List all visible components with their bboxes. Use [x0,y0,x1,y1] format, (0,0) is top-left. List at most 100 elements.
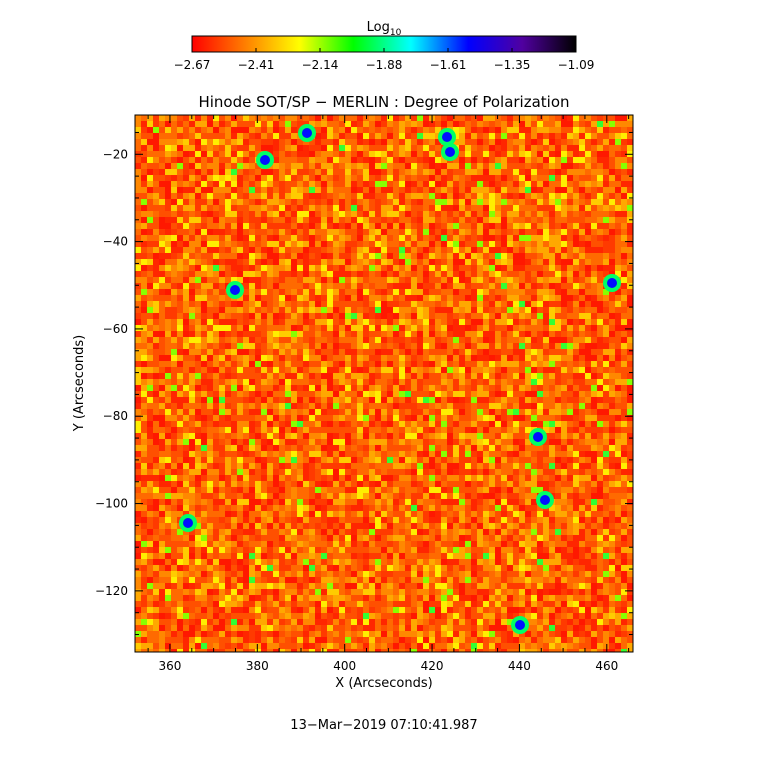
heatmap-cell [213,199,219,205]
heatmap-cell [381,199,387,205]
heatmap-cell [507,133,513,139]
heatmap-cell [627,319,633,325]
heatmap-cell [537,241,543,247]
heatmap-cell [201,133,207,139]
heatmap-cell [159,223,165,229]
heatmap-cell [171,301,177,307]
heatmap-cell [615,397,621,403]
heatmap-cell [375,169,381,175]
heatmap-cell [333,169,339,175]
heatmap-cell [597,235,603,241]
heatmap-cell [171,451,177,457]
heatmap-cell [585,415,591,421]
heatmap-cell [297,385,303,391]
heatmap-cell [423,187,429,193]
heatmap-cell [561,211,567,217]
heatmap-cell [579,367,585,373]
heatmap-cell [369,463,375,469]
heatmap-cell [195,391,201,397]
heatmap-cell [549,121,555,127]
heatmap-cell [327,121,333,127]
heatmap-cell [237,409,243,415]
heatmap-cell [423,163,429,169]
heatmap-cell [279,205,285,211]
heatmap-cell [579,331,585,337]
heatmap-cell [399,163,405,169]
heatmap-cell [177,457,183,463]
heatmap-cell [627,379,633,385]
heatmap-cell [315,139,321,145]
heatmap-cell [207,259,213,265]
heatmap-cell [363,205,369,211]
heatmap-cell [177,325,183,331]
heatmap-cell [315,319,321,325]
heatmap-cell [459,331,465,337]
heatmap-cell [531,283,537,289]
heatmap-cell [261,343,267,349]
heatmap-cell [579,355,585,361]
heatmap-cell [219,415,225,421]
heatmap-cell [627,427,633,433]
heatmap-cell [603,295,609,301]
heatmap-cell [333,145,339,151]
heatmap-cell [459,259,465,265]
heatmap-cell [465,235,471,241]
heatmap-cell [417,373,423,379]
heatmap-cell [411,469,417,475]
heatmap-cell [489,469,495,475]
heatmap-cell [159,319,165,325]
heatmap-cell [573,205,579,211]
heatmap-cell [249,205,255,211]
heatmap-cell [489,121,495,127]
heatmap-cell [153,427,159,433]
heatmap-cell [291,199,297,205]
heatmap-cell [513,379,519,385]
heatmap-cell [339,157,345,163]
heatmap-cell [531,451,537,457]
heatmap-cell [303,277,309,283]
heatmap-cell [453,415,459,421]
heatmap-cell [315,121,321,127]
heatmap-cell [267,349,273,355]
heatmap-cell [357,445,363,451]
heatmap-cell [237,229,243,235]
heatmap-cell [549,187,555,193]
heatmap-cell [555,373,561,379]
heatmap-cell [177,247,183,253]
heatmap-cell [363,187,369,193]
heatmap-cell [387,307,393,313]
heatmap-cell [225,193,231,199]
heatmap-cell [303,223,309,229]
heatmap-cell [579,187,585,193]
heatmap-cell [429,271,435,277]
heatmap-cell [177,271,183,277]
heatmap-cell [471,451,477,457]
heatmap-cell [195,151,201,157]
heatmap-cell [309,391,315,397]
heatmap-cell [597,199,603,205]
heatmap-cell [375,343,381,349]
heatmap-cell [561,349,567,355]
heatmap-cell [627,445,633,451]
heatmap-cell [327,463,333,469]
heatmap-cell [387,163,393,169]
heatmap-cell [297,115,303,121]
heatmap-cell [309,457,315,463]
heatmap-cell [351,343,357,349]
heatmap-cell [261,265,267,271]
heatmap-cell [147,145,153,151]
heatmap-cell [363,121,369,127]
heatmap-cell [411,253,417,259]
heatmap-cell [177,355,183,361]
heatmap-cell [219,379,225,385]
heatmap-cell [537,403,543,409]
heatmap-cell [423,433,429,439]
heatmap-cell [399,283,405,289]
heatmap-cell [177,133,183,139]
heatmap-cell [489,307,495,313]
heatmap-cell [195,325,201,331]
heatmap-cell [423,409,429,415]
heatmap-cell [519,247,525,253]
heatmap-cell [351,337,357,343]
heatmap-cell [513,265,519,271]
